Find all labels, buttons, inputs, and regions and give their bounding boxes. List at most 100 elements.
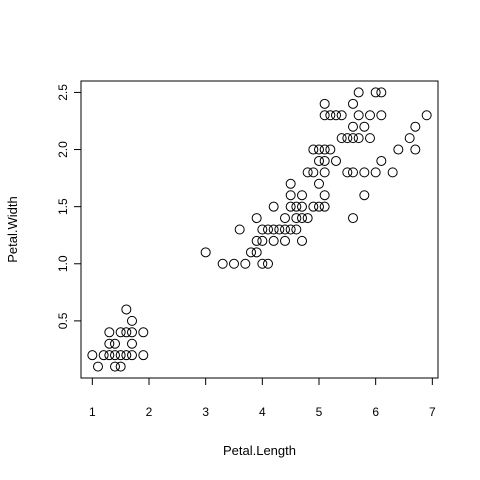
data-point (365, 133, 375, 144)
data-point (297, 213, 307, 224)
data-point (121, 304, 132, 315)
data-point (314, 144, 324, 155)
data-point (314, 178, 324, 189)
x-tick-label: 3 (202, 405, 209, 419)
data-point (257, 235, 268, 246)
data-point (314, 201, 324, 212)
data-point (319, 167, 330, 178)
data-point (121, 327, 132, 338)
data-point (251, 213, 262, 224)
data-point (291, 224, 302, 235)
data-point (268, 224, 279, 235)
data-point (302, 167, 313, 178)
data-point (353, 110, 364, 121)
data-point (376, 155, 387, 166)
data-point (268, 235, 279, 246)
data-point (104, 327, 115, 338)
data-point (393, 144, 404, 155)
x-tick-label: 4 (259, 405, 266, 419)
plot-frame (80, 80, 439, 379)
data-point (217, 258, 228, 269)
y-tick-label: 1.0 (56, 255, 70, 272)
data-point (342, 167, 353, 178)
data-point (297, 235, 307, 246)
data-point (87, 350, 98, 361)
data-point (127, 338, 137, 349)
data-point (348, 121, 358, 132)
data-point (319, 98, 330, 109)
data-point (274, 224, 285, 235)
data-point (297, 190, 307, 201)
data-point (127, 327, 137, 338)
y-tick-label: 0.5 (56, 312, 70, 329)
data-point (370, 167, 381, 178)
data-point (359, 121, 370, 132)
data-point (251, 247, 262, 258)
data-point (319, 155, 330, 166)
data-point (115, 361, 126, 372)
data-point (370, 87, 381, 98)
y-tick-label: 2.5 (56, 84, 70, 101)
data-point (365, 110, 375, 121)
data-point (319, 144, 330, 155)
data-point (285, 178, 296, 189)
data-point (110, 361, 120, 372)
data-point (98, 350, 109, 361)
data-point (331, 155, 341, 166)
data-point (280, 235, 290, 246)
data-point (387, 167, 398, 178)
data-point (240, 258, 251, 269)
data-point (314, 155, 324, 166)
data-point (308, 167, 319, 178)
data-point (348, 133, 358, 144)
data-point (359, 167, 370, 178)
data-point (359, 190, 370, 201)
data-point (110, 350, 120, 361)
data-point (127, 350, 137, 361)
data-point (353, 133, 364, 144)
data-point (319, 190, 330, 201)
data-point (302, 213, 313, 224)
data-point (200, 247, 211, 258)
data-point (280, 224, 290, 235)
data-point (115, 327, 126, 338)
data-point (319, 110, 330, 121)
data-point (246, 247, 256, 258)
data-point (336, 110, 347, 121)
data-point (104, 350, 115, 361)
data-point (342, 133, 353, 144)
data-point (325, 110, 336, 121)
data-point (331, 110, 341, 121)
data-point (234, 224, 245, 235)
x-tick-label: 6 (372, 405, 379, 419)
data-point (291, 213, 302, 224)
y-tick-label: 1.5 (56, 198, 70, 215)
data-point (251, 235, 262, 246)
x-axis: 1 2 3 4 5 6 7 (89, 377, 436, 419)
y-axis-title: Petal.Width (5, 196, 20, 262)
x-tick-label: 7 (429, 405, 436, 419)
data-point (285, 190, 296, 201)
y-tick-label: 2.0 (56, 141, 70, 158)
data-point (336, 133, 347, 144)
x-tick-label: 2 (146, 405, 153, 419)
data-point (308, 144, 319, 155)
data-point (263, 224, 273, 235)
x-axis-title: Petal.Length (223, 443, 296, 458)
data-point (404, 133, 415, 144)
data-point (348, 213, 358, 224)
data-point (110, 338, 120, 349)
data-point (229, 258, 239, 269)
data-point (291, 201, 302, 212)
data-point (93, 361, 103, 372)
data-point (410, 144, 421, 155)
data-point (348, 167, 358, 178)
data-point (268, 201, 279, 212)
data-point (285, 224, 296, 235)
data-point (280, 213, 290, 224)
data-point (138, 350, 149, 361)
data-point (319, 201, 330, 212)
data-point (325, 144, 336, 155)
data-point (410, 121, 421, 132)
